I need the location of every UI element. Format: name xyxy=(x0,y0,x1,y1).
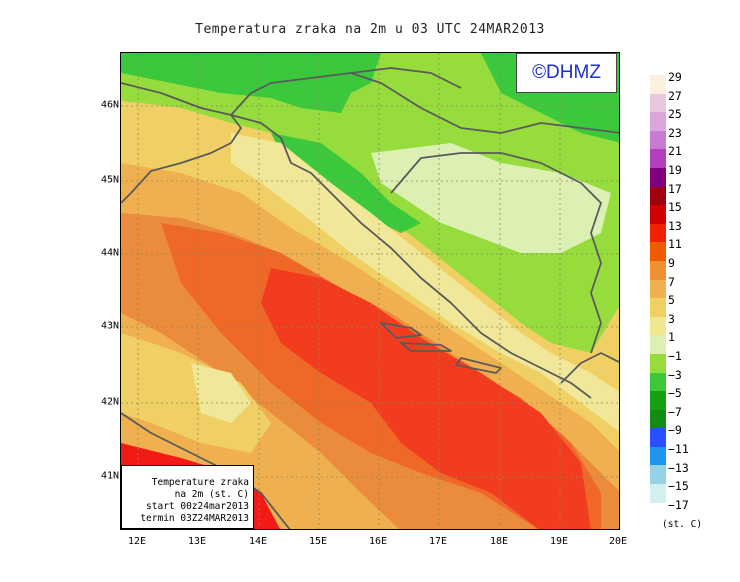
italy-heel-coast xyxy=(121,412,291,529)
field-sw-pale xyxy=(191,363,251,423)
colorbar-tick-label: 3 xyxy=(668,311,675,326)
colorbar-swatch xyxy=(650,391,666,410)
italy-east-coast xyxy=(121,82,242,204)
colorbar-tick-label: 19 xyxy=(668,163,682,177)
colorbar-swatch xyxy=(650,428,666,447)
colorbar-swatch xyxy=(650,205,666,224)
colorbar-tick-label: −9 xyxy=(668,423,682,438)
colorbar-swatch xyxy=(650,316,666,336)
colorbar-swatch xyxy=(650,409,666,429)
info-line-start: start 00z24mar2013 xyxy=(146,501,249,512)
field-north-dark-green xyxy=(121,53,381,113)
field-sea-red xyxy=(261,268,591,529)
colorbar-tick-label: −15 xyxy=(668,479,689,494)
colorbar-tick-label: −7 xyxy=(668,404,682,419)
colorbar-tick-label: 25 xyxy=(668,107,682,122)
colorbar-tick-label: −11 xyxy=(668,442,689,456)
colorbar-swatch xyxy=(650,298,666,317)
colorbar-tick-label: −1 xyxy=(668,349,682,363)
info-line-variable: Temperature zraka xyxy=(151,477,249,488)
colorbar-swatch xyxy=(650,260,666,280)
lon-label-20e: 20E xyxy=(608,536,628,547)
colorbar-swatch xyxy=(650,186,666,206)
colorbar-swatch xyxy=(650,149,666,168)
lat-label-41n: 41N xyxy=(100,470,119,482)
lon-label-19e: 19E xyxy=(549,536,569,547)
bosnia-border xyxy=(390,152,602,354)
colorbar-swatch xyxy=(650,353,666,373)
island-brac xyxy=(380,322,422,339)
field-interior-pale xyxy=(371,143,611,253)
croatia-coast xyxy=(230,114,592,399)
temperature-colorbar xyxy=(650,75,666,522)
colorbar-tick-label: 13 xyxy=(668,218,682,233)
lon-label-18e: 18E xyxy=(489,536,509,547)
colorbar-tick-label: −3 xyxy=(668,367,682,382)
colorbar-tick-label: −5 xyxy=(668,386,682,401)
lat-label-44n: 44N xyxy=(100,247,119,259)
colorbar-tick-label: −17 xyxy=(668,497,689,512)
colorbar-swatch xyxy=(650,112,666,131)
croatia-slovenia-border xyxy=(230,67,462,116)
colorbar-tick-label: 23 xyxy=(668,125,682,140)
colorbar-swatch xyxy=(650,130,666,150)
temperature-field xyxy=(121,53,619,529)
colorbar-tick-label: 21 xyxy=(668,144,682,159)
colorbar-swatch xyxy=(650,242,666,261)
colorbar-swatch xyxy=(650,372,666,392)
colorbar-swatch xyxy=(650,279,666,299)
colorbar-tick-label: 7 xyxy=(668,274,675,289)
colorbar-tick-label: 29 xyxy=(668,70,682,84)
colorbar-swatch xyxy=(650,502,666,522)
lon-label-13e: 13E xyxy=(187,536,207,547)
map-title: Temperatura zraka na 2m u 03 UTC 24MAR20… xyxy=(195,22,545,37)
colorbar-tick-label: 15 xyxy=(668,200,682,215)
colorbar-swatch xyxy=(650,335,666,354)
island-hvar xyxy=(400,342,452,352)
colorbar-swatch xyxy=(650,484,666,503)
island-mljet xyxy=(455,357,502,374)
forecast-info-box: Temperature zraka na 2m (st. C) start 00… xyxy=(121,465,254,529)
field-north-dark-green-2 xyxy=(271,133,421,233)
lon-label-16e: 16E xyxy=(368,536,388,547)
colorbar-swatch xyxy=(650,223,666,243)
colorbar-swatch xyxy=(650,93,666,113)
field-north-green xyxy=(121,53,619,353)
colorbar-tick-label: 9 xyxy=(668,256,675,270)
graticule xyxy=(121,53,619,529)
colorbar-tick-label: 17 xyxy=(668,181,682,196)
lat-label-45n: 45N xyxy=(100,174,119,186)
lon-label-12e: 12E xyxy=(127,536,147,547)
colorbar-tick-label: 1 xyxy=(668,330,675,345)
colorbar-tick-label: 11 xyxy=(668,237,682,252)
temperature-map xyxy=(120,52,620,530)
montenegro-border xyxy=(560,352,619,384)
dhmz-watermark: ©DHMZ xyxy=(516,53,617,93)
croatia-hungary-border xyxy=(350,72,619,134)
info-line-termin: termin 03Z24MAR2013 xyxy=(140,513,249,524)
colorbar-tick-label: 5 xyxy=(668,293,675,308)
coastlines-borders xyxy=(121,67,619,529)
colorbar-tick-label: 27 xyxy=(668,88,682,103)
lon-label-17e: 17E xyxy=(428,536,448,547)
colorbar-swatch xyxy=(650,446,666,466)
colorbar-unit: (st. C) xyxy=(662,519,703,530)
lon-label-14e: 14E xyxy=(248,536,268,547)
info-line-unit: na 2m (st. C) xyxy=(174,489,249,500)
lat-label-42n: 42N xyxy=(100,396,119,408)
lon-label-15e: 15E xyxy=(308,536,328,547)
colorbar-tick-label: −13 xyxy=(668,460,689,475)
colorbar-swatch xyxy=(650,75,666,94)
field-sw-yellow xyxy=(121,333,271,453)
colorbar-swatch xyxy=(650,167,666,187)
colorbar-swatch xyxy=(650,465,666,485)
lat-label-46n: 46N xyxy=(100,99,119,111)
lat-label-43n: 43N xyxy=(100,320,119,332)
